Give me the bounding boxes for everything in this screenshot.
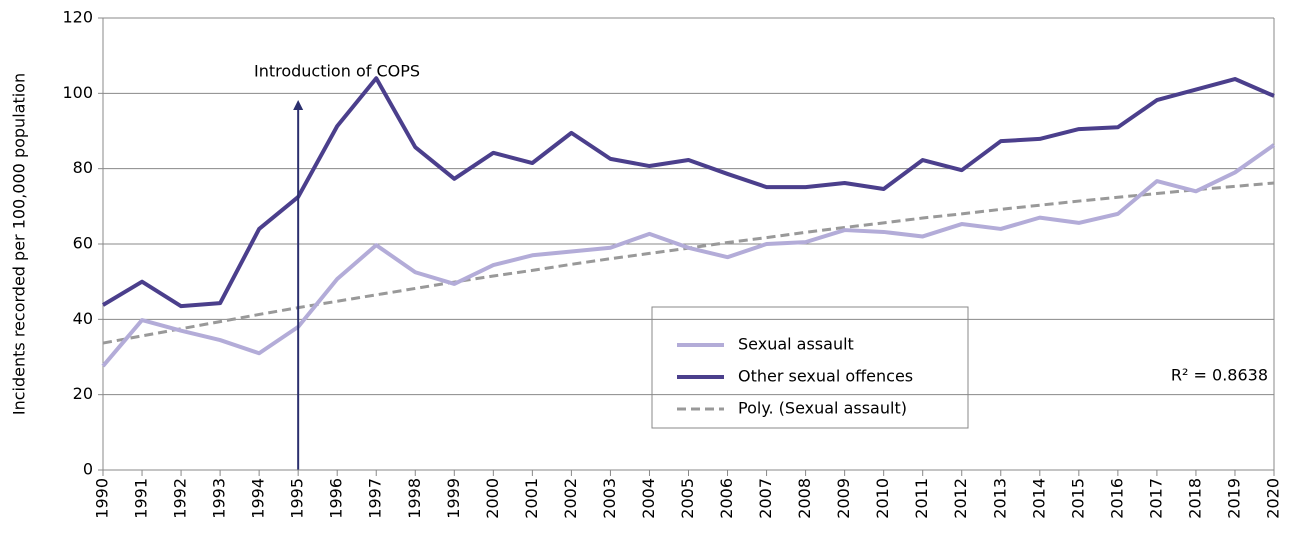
x-tick-label: 2000 (483, 478, 502, 519)
x-tick-label: 2001 (522, 478, 541, 519)
x-tick-label: 2005 (678, 478, 697, 519)
y-tick-label: 0 (83, 460, 93, 479)
x-tick-label: 1995 (288, 478, 307, 519)
x-tick-label: 2007 (756, 478, 775, 519)
r-squared: R² = 0.8638 (1171, 366, 1268, 385)
y-axis-title: Incidents recorded per 100,000 populatio… (10, 73, 29, 415)
legend: Sexual assault Other sexual offences Poly.… (651, 306, 969, 429)
legend-label: Other sexual offences (738, 367, 913, 386)
x-tick-label: 2016 (1107, 478, 1126, 519)
annotation: Introduction of COPS (254, 62, 420, 81)
y-tick-label: 120 (62, 8, 93, 27)
arrow-head (293, 100, 304, 110)
x-tick-label: 1991 (132, 478, 151, 519)
legend-label: Sexual assault (738, 335, 854, 354)
legend-box (651, 306, 969, 429)
x-tick-label: 1993 (210, 478, 229, 519)
legend-label: Poly. (Sexual assault) (738, 399, 907, 418)
x-tick-label: 2012 (951, 478, 970, 519)
x-tick-label: 2014 (1029, 478, 1048, 519)
x-tick-label: 1994 (249, 478, 268, 519)
x-tick-label: 1992 (171, 478, 190, 519)
x-tick-label: 2015 (1068, 478, 1087, 519)
x-tick-label: 1998 (405, 478, 424, 519)
x-tick-label: 2011 (912, 478, 931, 519)
x-tick-label: 1997 (366, 478, 385, 519)
y-tick-label: 100 (62, 83, 93, 102)
series-line (101, 76, 1275, 309)
x-tick-label: 1996 (327, 478, 346, 519)
y-tick-label: 20 (73, 384, 93, 403)
x-tick-label: 2018 (1185, 478, 1204, 519)
x-tick-label: 2009 (834, 478, 853, 519)
x-tick-label: 2017 (1146, 478, 1165, 519)
x-tick-label: 2020 (1264, 478, 1283, 519)
x-tick-label: 2006 (717, 478, 736, 519)
x-tick-label: 1990 (93, 478, 112, 519)
y-tick-label: 80 (73, 158, 93, 177)
y-tick-label: 60 (73, 234, 93, 253)
x-tick-label: 2002 (561, 478, 580, 519)
x-tick-label: 2010 (873, 478, 892, 519)
x-tick-label: 1999 (444, 478, 463, 519)
x-tick-label: 2004 (639, 478, 658, 519)
x-tick-label: 2013 (990, 478, 1009, 519)
x-tick-label: 2003 (600, 478, 619, 519)
x-tick-label: 2019 (1224, 478, 1243, 519)
x-tick-label: 2008 (795, 478, 814, 519)
y-tick-label: 40 (73, 309, 93, 328)
